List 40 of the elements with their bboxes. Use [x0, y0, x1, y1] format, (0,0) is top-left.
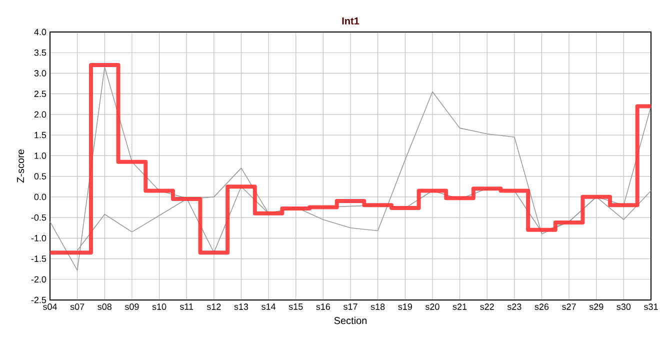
x-tick-label: s07 — [70, 304, 84, 310]
y-tick-label: 3.0 — [34, 70, 46, 76]
x-tick-label: s14 — [262, 304, 276, 310]
y-tick-label: -0.5 — [31, 214, 46, 221]
y-tick-label: -1.0 — [31, 234, 46, 242]
x-tick-label: s09 — [124, 304, 139, 310]
x-tick-label: s23 — [507, 304, 522, 310]
chart-title: Int1 — [342, 17, 360, 24]
y-tick-label: 0.5 — [34, 173, 46, 180]
y-tick-label: 2.5 — [34, 90, 46, 98]
y-tick-label: 4.0 — [34, 28, 46, 36]
y-tick-label: 0.0 — [34, 194, 46, 200]
x-tick-label: s11 — [180, 304, 194, 310]
x-tick-label: s26 — [534, 304, 549, 310]
x-tick-label: s21 — [452, 304, 467, 310]
y-axis-title: Z-score — [17, 150, 24, 183]
x-tick-label: s17 — [344, 304, 358, 310]
x-tick-label: s08 — [98, 304, 112, 310]
y-tick-label: -2.0 — [31, 276, 46, 283]
y-tick-label: -2.5 — [31, 296, 46, 304]
x-tick-label: s04 — [43, 304, 57, 310]
x-tick-label: s13 — [234, 304, 248, 310]
x-tick-label: s27 — [562, 304, 576, 310]
x-tick-label: s10 — [152, 304, 166, 310]
x-tick-label: s31 — [644, 304, 658, 310]
x-tick-label: s30 — [616, 304, 631, 310]
y-tick-label: 1.5 — [34, 132, 46, 138]
x-tick-label: s15 — [288, 304, 303, 310]
x-tick-label: s20 — [425, 304, 440, 310]
x-tick-label: s12 — [206, 304, 221, 310]
x-tick-label: s22 — [480, 304, 494, 310]
y-tick-label: 3.5 — [34, 49, 46, 56]
y-tick-label: 1.0 — [34, 152, 46, 159]
x-tick-label: s19 — [398, 304, 412, 310]
x-tick-label: s29 — [589, 304, 604, 310]
x-tick-label: s16 — [316, 304, 330, 310]
y-tick-label: -1.5 — [31, 256, 46, 262]
x-axis-title: Section — [334, 316, 367, 324]
x-tick-label: s18 — [370, 304, 385, 310]
y-tick-label: 2.0 — [34, 111, 46, 118]
